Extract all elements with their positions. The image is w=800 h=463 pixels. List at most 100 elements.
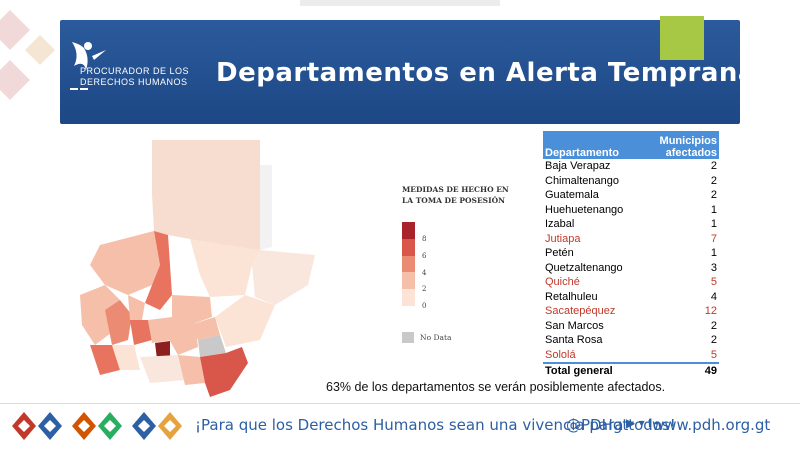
map-region-jalapa (198, 335, 226, 357)
table-cell-municipalities: 5 (710, 276, 717, 288)
table-row: Baja Verapaz 2 (543, 159, 719, 174)
table-cell-department: Santa Rosa (545, 334, 603, 346)
table-row: Chimaltenango 2 (543, 174, 719, 189)
legend-tick-6: 6 (422, 252, 427, 260)
table-cell-department: San Marcos (545, 319, 604, 332)
table-row: Sacatepéquez 12 (543, 304, 719, 319)
top-strip-fade (300, 0, 500, 6)
table-total-row: Total general 49 (543, 362, 719, 379)
table-row: San Marcos 2 (543, 319, 719, 334)
footer-website-link[interactable]: www.pdh.org.gt (652, 416, 771, 434)
legend-swatch-6 (402, 238, 415, 256)
table-cell-municipalities: 12 (704, 305, 717, 317)
textile-pattern-decoration (0, 10, 55, 100)
table-cell-department: Baja Verapaz (545, 160, 611, 172)
textile-diamond-icon-1 (12, 412, 62, 440)
legend-tick-4: 4 (422, 269, 427, 277)
table-cell-municipalities: 1 (710, 247, 717, 259)
table-header-row: Departamento Municipios afectados (543, 131, 719, 159)
map-region-peten (152, 140, 260, 250)
table-cell-department: Guatemala (545, 189, 599, 201)
table-cell-municipalities: 1 (710, 218, 717, 230)
table-row: Santa Rosa 2 (543, 333, 719, 348)
table-row: Retalhuleu 4 (543, 290, 719, 305)
table-cell-department: Retalhuleu (545, 290, 598, 303)
map-region-jutiapa (200, 347, 248, 397)
legend-title: MEDIDAS DE HECHO EN LA TOMA DE POSESIÓN (402, 185, 509, 205)
map-region-quiche (145, 231, 172, 310)
legend-no-data-swatch (402, 332, 414, 343)
table-row: Sololá 5 (543, 348, 719, 364)
footer-divider (0, 403, 800, 404)
table-body: Baja Verapaz 2 Chimaltenango 2 Guatemala 2 Hue… (543, 159, 719, 363)
table-cell-department: Jutiapa (545, 232, 581, 245)
table-row: Jutiapa 7 (543, 232, 719, 247)
table-cell-municipalities: 1 (710, 203, 717, 216)
legend-swatch-4 (402, 255, 415, 273)
table-row: Quiché 5 (543, 275, 719, 290)
table-header-municipalities: Municipios afectados (643, 131, 719, 159)
table-cell-department: Huehuetenango (545, 203, 624, 216)
table-cell-municipalities: 3 (710, 261, 717, 274)
table-cell-department: Izabal (545, 218, 575, 230)
map-region-zacapa-chiquimula (215, 295, 275, 347)
map-region-quetzaltenango (105, 300, 132, 345)
map-region-huehuetenango (90, 231, 160, 295)
map-region-izabal (252, 250, 315, 305)
table-total-label: Total general (543, 362, 644, 379)
table-cell-municipalities: 2 (710, 160, 717, 172)
logo-text-line1: PROCURADOR DE LOS (80, 66, 190, 76)
header-banner (60, 20, 740, 124)
table-row: Huehuetenango 1 (543, 203, 719, 218)
textile-diamond-icon-2 (72, 412, 122, 440)
textile-diamond-icon-3 (132, 412, 182, 440)
footer-slogan: ¡Para que los Derechos Humanos sean una … (195, 416, 676, 434)
map-region-el-progreso (190, 317, 220, 340)
table-row: Guatemala 2 (543, 188, 719, 203)
table-cell-department: Sacatepéquez (545, 305, 616, 317)
legend-swatch-2 (402, 272, 415, 290)
table-cell-municipalities: 2 (710, 319, 717, 332)
map-region-guatemala (170, 317, 198, 355)
table-cell-municipalities: 7 (710, 232, 717, 245)
map-region-solola (130, 320, 152, 345)
table-cell-department: Petén (545, 247, 574, 259)
table-cell-department: Sololá (545, 348, 576, 361)
map-region-sacatepequez (155, 341, 170, 359)
map-region-totonicapan (128, 295, 145, 320)
table-header-municipalities-line2: afectados (665, 147, 717, 159)
legend-no-data-label: No Data (420, 333, 452, 342)
page-title: Departamentos en Alerta Temprana (216, 58, 756, 88)
map-region-escuintla (140, 355, 185, 383)
table-header-department: Departamento (543, 131, 644, 159)
map-region-belize-gap (260, 165, 272, 250)
accent-square (660, 16, 704, 60)
legend-swatch-8 (402, 222, 415, 239)
footer-social-icons[interactable]: ▶ ▾ f • (626, 416, 659, 430)
table-cell-municipalities: 2 (710, 334, 717, 346)
pdh-logo-icon (70, 42, 106, 90)
map-region-chimaltenango (148, 317, 172, 343)
legend-tick-0: 0 (422, 302, 427, 310)
table-row: Petén 1 (543, 246, 719, 261)
map-region-santa-rosa (178, 355, 205, 385)
legend-swatch-0 (402, 289, 415, 306)
table-cell-municipalities: 5 (710, 348, 717, 361)
legend-tick-8: 8 (422, 235, 427, 243)
table-header-municipalities-line1: Municipios (659, 135, 717, 147)
table-total-value: 49 (643, 362, 719, 379)
top-strip (0, 0, 800, 14)
table-cell-department: Quiché (545, 276, 580, 288)
table-cell-municipalities: 2 (710, 174, 717, 187)
map-region-suchitepequez (112, 345, 140, 370)
logo-text-line2: DERECHOS HUMANOS (80, 77, 188, 87)
table-cell-municipalities: 4 (710, 290, 717, 303)
footer-twitter-handle[interactable]: @PDHgt (566, 416, 629, 434)
table-row: Izabal 1 (543, 217, 719, 232)
legend-color-bar (402, 222, 415, 306)
guatemala-choropleth-map (80, 140, 315, 397)
table-cell-department: Quetzaltenango (545, 261, 623, 274)
map-region-alta-verapaz (190, 239, 260, 297)
map-region-retalhuleu (90, 345, 120, 375)
table-cell-municipalities: 2 (710, 189, 717, 201)
